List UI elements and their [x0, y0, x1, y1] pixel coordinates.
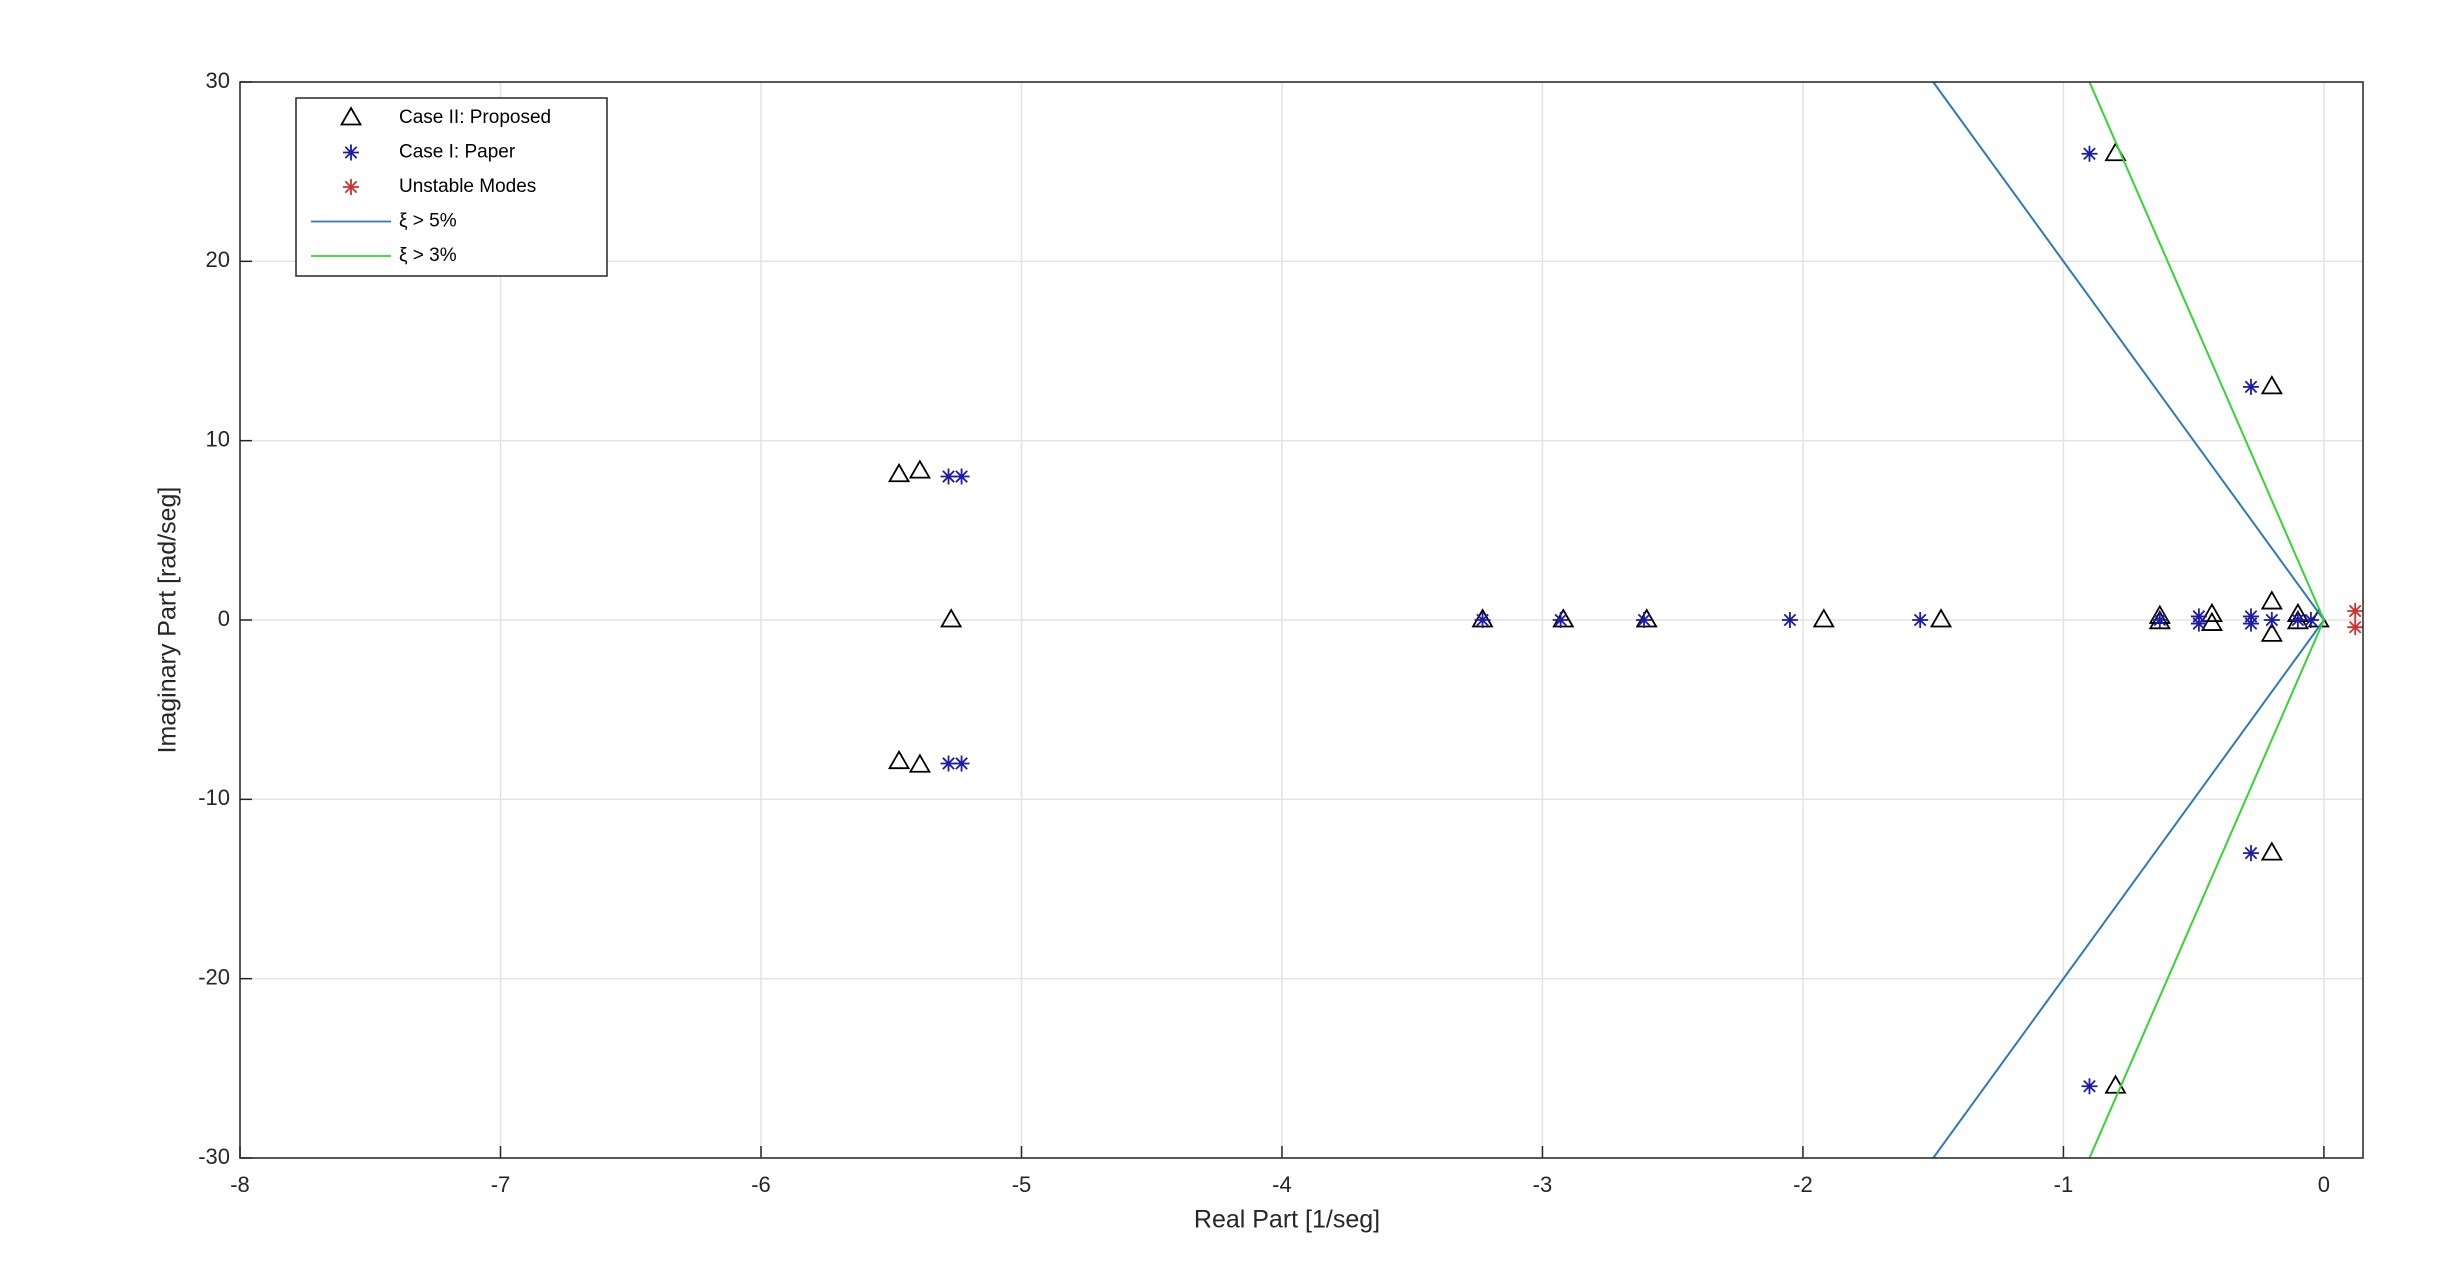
legend-label: ξ > 3% [399, 245, 457, 266]
asterisk-marker [940, 468, 957, 485]
x-tick-label: -3 [1533, 1172, 1553, 1197]
legend: Case II: Proposed Case I: Paper Unstable M… [295, 97, 608, 277]
y-tick-label: 20 [206, 247, 230, 272]
x-tick-label: -4 [1272, 1172, 1292, 1197]
asterisk-marker [343, 144, 359, 161]
x-tick-label: -6 [751, 1172, 771, 1197]
legend-label: ξ > 5% [399, 211, 457, 232]
asterisk-marker [1781, 612, 1798, 628]
triangle-marker [887, 749, 911, 770]
x-axis-label: Real Part [1/seg] [1194, 1206, 1380, 1234]
y-axis-label: Imaginary Part [rad/seg] [154, 487, 182, 754]
triangle-marker [2260, 375, 2283, 395]
asterisk-marker [2263, 612, 2280, 628]
damping-line [2088, 81, 2326, 1159]
asterisk-marker [2081, 1078, 2098, 1095]
x-tick-label: 0 [2318, 1172, 2330, 1197]
asterisk-marker [2242, 378, 2259, 395]
x-tick-label: -5 [1012, 1172, 1032, 1197]
y-tick-label: -30 [198, 1144, 230, 1169]
x-tick-label: -7 [491, 1172, 511, 1197]
triangle-marker [2200, 602, 2223, 623]
asterisk-marker [1636, 612, 1653, 628]
legend-label: Case I: Paper [399, 142, 516, 163]
asterisk-marker [2151, 612, 2168, 628]
asterisk-marker [2347, 619, 2364, 636]
legend-label: Unstable Modes [399, 176, 536, 197]
triangle-marker [2260, 622, 2283, 642]
triangle-marker [2260, 841, 2283, 861]
triangle-marker [2104, 1074, 2127, 1094]
triangle-marker [2200, 611, 2223, 631]
y-tick-label: 0 [218, 606, 230, 631]
y-tick-label: 10 [206, 426, 230, 451]
y-tick-label: -10 [198, 785, 230, 810]
asterisk-marker [1912, 612, 1929, 628]
asterisk-marker [343, 179, 359, 195]
asterisk-marker [2242, 845, 2259, 862]
triangle-marker [908, 459, 931, 479]
x-tick-label: -2 [1793, 1172, 1813, 1197]
x-tick-label: -8 [230, 1172, 250, 1197]
triangle-marker [1929, 608, 1953, 628]
asterisk-marker [2347, 603, 2364, 620]
y-tick-label: 30 [206, 68, 230, 93]
x-tick-label: -1 [2054, 1172, 2074, 1197]
asterisk-marker [1552, 612, 1569, 628]
axes-box [239, 81, 2364, 1159]
asterisk-marker [1474, 612, 1491, 628]
legend-label: Case II: Proposed [399, 107, 551, 128]
asterisk-marker [940, 755, 957, 772]
asterisk-marker [953, 468, 970, 485]
y-tick-label: -20 [198, 964, 230, 989]
triangle-marker [940, 608, 963, 628]
triangle-marker [908, 753, 931, 773]
triangle-marker [1812, 608, 1835, 628]
asterisk-marker [2190, 615, 2207, 632]
triangle-marker [887, 462, 911, 483]
triangle-marker [2260, 590, 2283, 610]
asterisk-marker [2081, 145, 2098, 162]
asterisk-marker [2302, 612, 2319, 628]
asterisk-marker [2289, 612, 2306, 628]
asterisk-marker [2242, 615, 2259, 632]
triangle-marker [339, 106, 363, 126]
asterisk-marker [953, 755, 970, 772]
